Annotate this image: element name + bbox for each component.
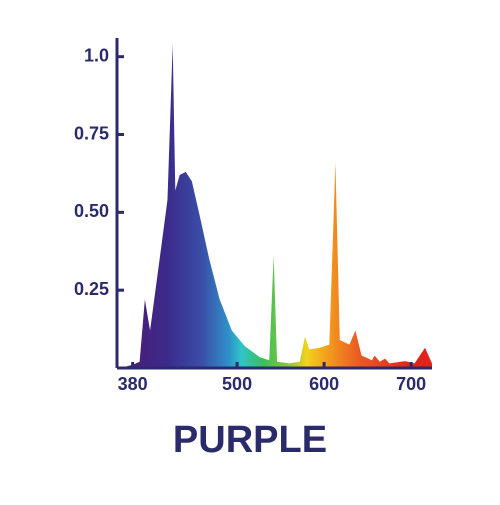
y-tick-label: 0.75 <box>74 123 109 143</box>
x-tick-label: 380 <box>118 374 148 394</box>
x-tick-label: 600 <box>309 374 339 394</box>
spectrum-area <box>119 44 432 369</box>
y-tick-label: 1.0 <box>84 45 109 65</box>
x-tick-label: 700 <box>396 374 426 394</box>
x-tick-label: 500 <box>222 374 252 394</box>
chart-title: PURPLE <box>173 419 327 461</box>
y-tick-label: 0.25 <box>74 279 109 299</box>
y-tick-label: 0.50 <box>74 201 109 221</box>
